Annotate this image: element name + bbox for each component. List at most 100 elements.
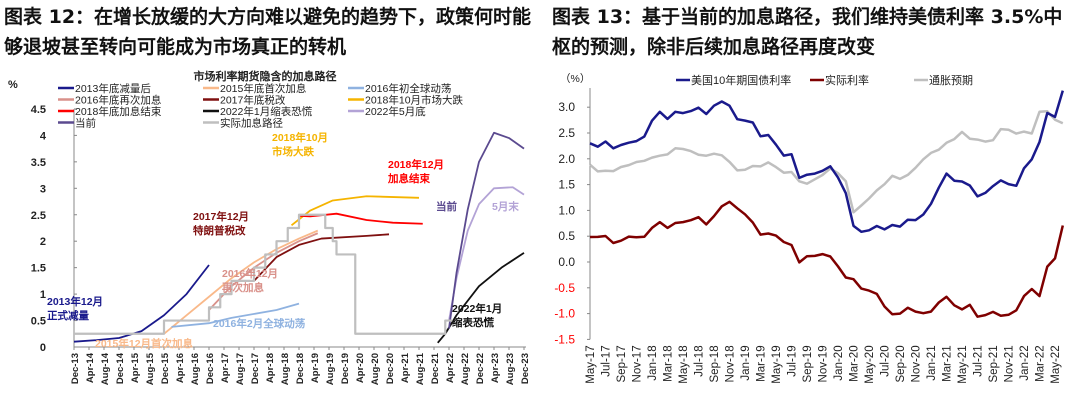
left-series-line-9 [448, 131, 525, 329]
left-x-tick-label: Dec-14 [115, 352, 126, 384]
right-y-tick-label: -1.5 [554, 332, 575, 346]
left-x-tick-label: Dec-22 [475, 353, 486, 384]
right-x-tick-label: Jul-21 [973, 345, 985, 376]
right-y-tick-label: 1.0 [558, 203, 575, 217]
left-x-tick-label: Apr-23 [490, 353, 501, 383]
left-x-tick-label: Aug-16 [190, 353, 201, 385]
left-annotation: 5月末 [492, 200, 519, 213]
left-y-tick-label: 0 [40, 342, 46, 354]
left-x-tick-label: Aug-17 [235, 353, 246, 385]
right-y-tick-label: 1.5 [558, 178, 575, 192]
left-x-tick-label: Aug-21 [415, 352, 426, 385]
right-x-tick-label: Nov-20 [911, 345, 923, 382]
left-x-tick-label: Aug-15 [145, 352, 156, 385]
left-x-tick-label: Apr-21 [400, 352, 411, 383]
right-x-tick-label: Jul-17 [601, 345, 613, 376]
left-series-line-2 [171, 302, 300, 328]
left-series-line-10 [74, 213, 453, 335]
right-y-tick-label: 3.0 [558, 100, 575, 114]
right-x-tick-label: Nov-18 [725, 345, 737, 382]
left-x-tick-label: Aug-22 [460, 353, 471, 385]
left-annotation: 2018年10月 [272, 131, 328, 144]
left-annotation: 再次加息 [222, 281, 264, 294]
left-annotation: 2017年12月 [193, 210, 249, 223]
left-annotation: 当前 [436, 200, 457, 213]
left-series-line-1 [163, 229, 319, 335]
right-x-tick-label: Mar-18 [663, 345, 675, 381]
right-x-tick-label: May-22 [1050, 345, 1062, 383]
left-x-tick-label: Apr-16 [175, 353, 186, 383]
left-annotation: 2016年12月 [222, 267, 278, 280]
left-annotation: 市场大跌 [272, 145, 314, 158]
right-x-tick-label: Jul-19 [787, 345, 799, 376]
right-y-tick-label: -0.5 [554, 281, 575, 295]
right-x-tick-label: Jul-20 [880, 345, 892, 376]
right-x-tick-label: Mar-21 [942, 345, 954, 381]
left-annotation: 2013年12月 [47, 295, 103, 308]
left-y-tick-label: 0.5 [31, 316, 46, 328]
left-series-line-0 [73, 264, 210, 343]
right-x-tick-label: Sep-17 [616, 345, 628, 382]
left-y-tick-label: 1.5 [31, 263, 46, 275]
left-annotation: 加息结束 [387, 172, 430, 185]
legend-label: 2018年底加息结束 [75, 105, 162, 118]
left-x-tick-label: Apr-14 [85, 352, 96, 383]
left-y-tick-label: 4 [40, 130, 47, 142]
right-y-tick-label: 0.5 [558, 229, 575, 243]
right-x-tick-label: May-21 [957, 345, 969, 383]
left-y-tick-label: 3 [40, 183, 46, 195]
left-y-tick-label: 2 [40, 236, 46, 248]
legend-label: 2015年底首次加息 [220, 82, 306, 95]
right-x-tick-label: May-18 [678, 345, 690, 383]
right-x-tick-label: Jul-18 [694, 345, 706, 376]
right-x-tick-label: May-19 [771, 345, 783, 383]
right-y-tick-label: 0.0 [558, 255, 575, 269]
left-x-tick-label: Apr-20 [355, 353, 366, 383]
left-annotation: 2022年1月 [452, 302, 502, 315]
right-x-tick-label: Sep-20 [895, 345, 907, 382]
right-chart-title: 图表 13：基于当前的加息路径，我们维持美债利率 3.5%中枢的预测，除非后续加… [552, 6, 1063, 58]
legend-label: 实际加息路径 [220, 117, 283, 130]
right-y-tick-label: 2.0 [558, 152, 575, 166]
right-y-unit: （%） [560, 73, 590, 85]
left-x-tick-label: Dec-13 [70, 353, 81, 384]
left-x-tick-label: Apr-17 [220, 353, 231, 383]
left-annotation: 2018年12月 [388, 158, 444, 171]
left-x-tick-label: Apr-22 [445, 353, 456, 383]
left-x-tick-label: Dec-15 [160, 352, 171, 384]
legend-label: 美国10年期国债利率 [691, 73, 791, 87]
left-series-line-7 [437, 252, 525, 344]
left-x-tick-label: Dec-17 [250, 353, 261, 384]
right-x-tick-label: Sep-21 [988, 345, 1000, 382]
legend-label: 通胀预期 [929, 74, 973, 87]
right-series-line-0 [589, 90, 1064, 234]
left-annotation: 特朗普税改 [193, 224, 246, 237]
left-plot-title: 市场利率期货隐含的加息路径 [194, 69, 337, 83]
right-y-tick-label: 2.5 [558, 126, 575, 140]
left-series-line-4 [253, 233, 390, 282]
legend-label: 2022年1月缩表恐慌 [220, 105, 313, 118]
left-x-tick-label: Dec-16 [205, 353, 216, 384]
right-x-tick-label: Jan-22 [1019, 345, 1031, 380]
left-x-tick-label: Dec-20 [385, 353, 396, 384]
right-x-tick-label: Jan-18 [647, 345, 659, 380]
left-x-tick-label: Aug-20 [370, 353, 381, 385]
right-x-tick-label: Jan-19 [740, 345, 752, 380]
legend-label: 2016年底再次加息 [75, 94, 161, 107]
right-x-tick-label: May-17 [585, 345, 597, 383]
legend-label: 2018年10月市场大跌 [365, 94, 464, 107]
left-x-tick-label: Aug-19 [325, 353, 336, 385]
legend-label: 实际利率 [825, 73, 869, 87]
left-x-tick-label: Apr-15 [130, 352, 141, 383]
left-x-tick-label: Dec-23 [520, 353, 531, 384]
left-y-unit: % [8, 79, 18, 91]
left-x-tick-label: Apr-18 [265, 353, 276, 383]
right-x-tick-label: Mar-20 [849, 345, 861, 381]
left-annotation: 正式减量 [47, 309, 89, 322]
right-y-tick-label: -1.0 [554, 307, 575, 321]
right-series-line-1 [589, 200, 1065, 318]
left-annotation: 2015年12月首次加息 [95, 337, 194, 350]
left-x-tick-label: Apr-19 [310, 353, 321, 383]
left-x-tick-label: Dec-19 [340, 353, 351, 384]
